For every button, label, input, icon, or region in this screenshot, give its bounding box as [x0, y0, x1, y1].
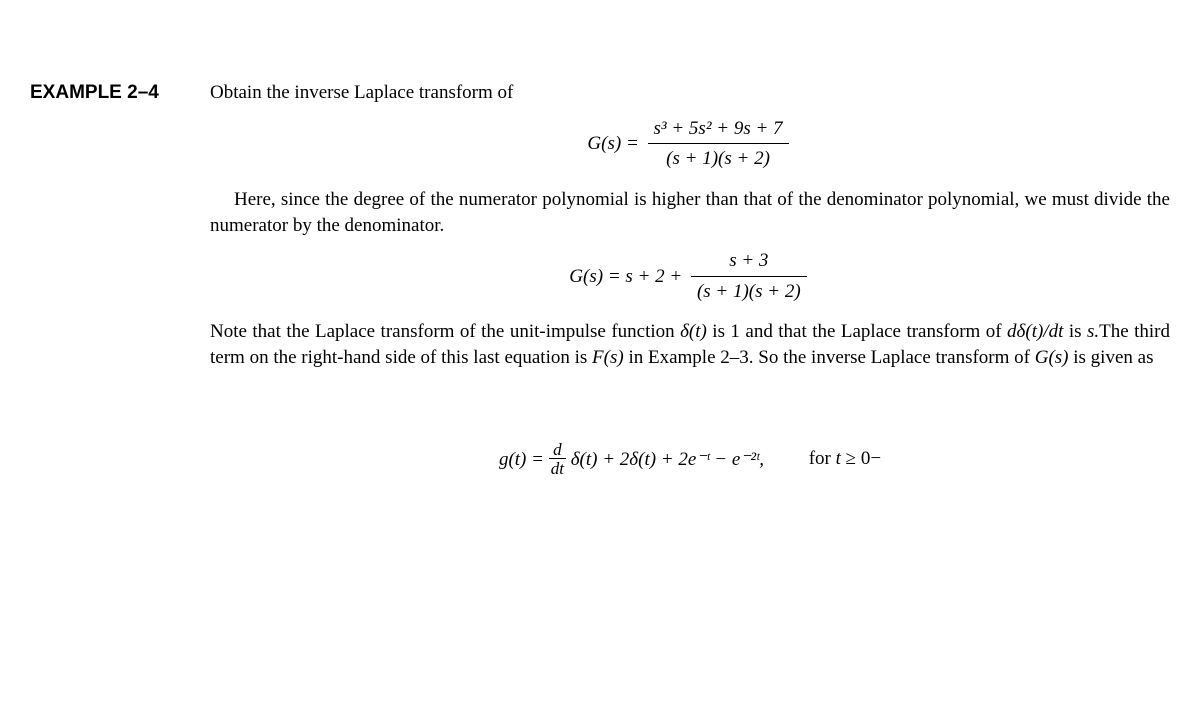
eq3-frac-num: d — [549, 441, 566, 459]
p2-text-3: is — [1063, 321, 1087, 342]
eq3-derivative-frac: d dt — [549, 441, 566, 479]
content-wrapper: EXAMPLE 2–4 Obtain the inverse Laplace t… — [30, 80, 1170, 479]
p2-text-2: is 1 and that the Laplace transform of — [707, 321, 1007, 342]
p2-delta1: δ(t) — [680, 321, 707, 342]
eq2-lhs: G(s) = s + 2 + — [569, 264, 682, 290]
paragraph-1: Here, since the degree of the numerator … — [210, 187, 1170, 238]
equation-2: G(s) = s + 2 + s + 3 (s + 1)(s + 2) — [210, 248, 1170, 304]
eq3-lhs: g(t) = — [499, 447, 544, 473]
eq2-fraction: s + 3 (s + 1)(s + 2) — [691, 248, 807, 304]
eq1-lhs: G(s) = — [587, 131, 638, 157]
eq1-denominator: (s + 1)(s + 2) — [648, 144, 789, 172]
p2-text-6: is given as — [1069, 347, 1154, 368]
p2-text-1: Note that the Laplace transform of the u… — [210, 321, 680, 342]
eq3-frac-den: dt — [549, 459, 566, 479]
eq3-cond-suffix: ≥ 0− — [841, 448, 881, 469]
p2-s: s. — [1087, 321, 1099, 342]
paragraph-2: Note that the Laplace transform of the u… — [210, 319, 1170, 370]
body-content: Obtain the inverse Laplace transform of … — [210, 80, 1170, 479]
example-label: EXAMPLE 2–4 — [30, 80, 210, 104]
eq3-condition: for t ≥ 0− — [809, 446, 881, 472]
equation-3: g(t) = d dt δ(t) + 2δ(t) + 2e⁻ᵗ − e⁻²ᵗ, … — [210, 441, 1170, 479]
p2-Fs: F(s) — [592, 347, 624, 368]
eq3-cond-prefix: for — [809, 448, 836, 469]
equation-1: G(s) = s³ + 5s² + 9s + 7 (s + 1)(s + 2) — [210, 116, 1170, 172]
p2-deriv: dδ(t)/dt — [1007, 321, 1063, 342]
eq3-rhs: δ(t) + 2δ(t) + 2e⁻ᵗ − e⁻²ᵗ, — [571, 447, 764, 473]
eq1-numerator: s³ + 5s² + 9s + 7 — [648, 116, 789, 145]
eq2-numerator: s + 3 — [691, 248, 807, 277]
intro-text: Obtain the inverse Laplace transform of — [210, 80, 1170, 106]
p2-text-5: in Example 2–3. So the inverse Laplace t… — [624, 347, 1035, 368]
p2-Gs: G(s) — [1035, 347, 1069, 368]
eq1-fraction: s³ + 5s² + 9s + 7 (s + 1)(s + 2) — [648, 116, 789, 172]
eq2-denominator: (s + 1)(s + 2) — [691, 277, 807, 305]
